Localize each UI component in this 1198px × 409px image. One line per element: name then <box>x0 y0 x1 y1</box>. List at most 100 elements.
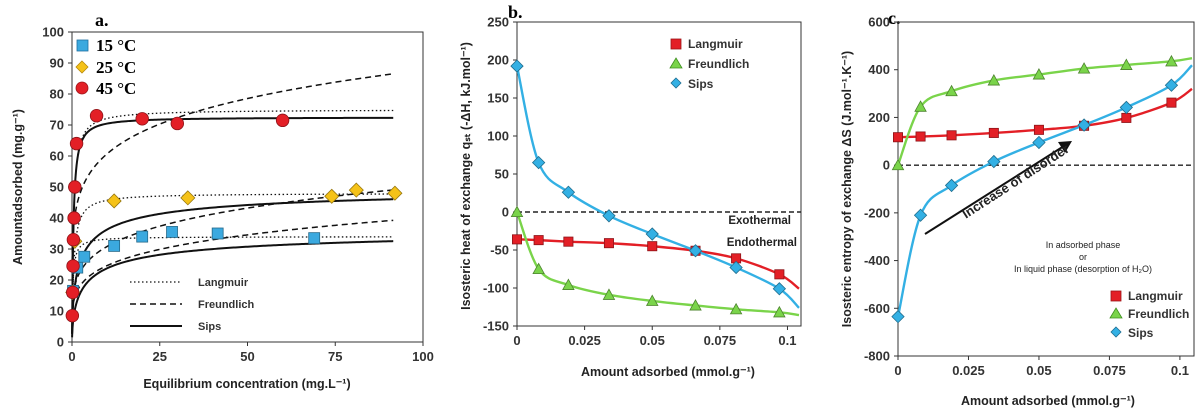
panel-a-point-series-0 <box>211 227 224 240</box>
panel-a-label: a. <box>95 10 109 30</box>
panel-b-y-tick-label: 100 <box>487 129 509 144</box>
panel-b-point-langmuir <box>603 238 614 249</box>
panel-a-x-tick-label: 100 <box>412 349 434 364</box>
legend-label-langmuir: Langmuir <box>198 277 249 289</box>
panel-b-point-sips <box>645 227 659 241</box>
panel-a-x-tick-label: 0 <box>68 349 75 364</box>
panel-c-point-freundlich <box>1165 54 1178 67</box>
panel-b-point-freundlich <box>510 205 524 218</box>
panel-a-x-tick-label: 25 <box>153 349 167 364</box>
legend-b-marker-freundlich <box>669 57 683 69</box>
fit-sips-series-2 <box>71 116 394 334</box>
panel-b-point-freundlich <box>773 305 786 318</box>
panel-c-line-sips <box>896 64 1193 317</box>
annotation-adsorbed-phase: In adsorbed phase <box>1046 240 1121 250</box>
fit-sips-series-0 <box>71 240 394 338</box>
panel-b-point-sips <box>510 59 524 73</box>
panel-a-point-series-1 <box>180 190 196 206</box>
panel-b-point-langmuir <box>512 234 523 245</box>
legend-b-label-freundlich: Freundlich <box>688 57 749 71</box>
legend-marker-25c <box>75 60 89 74</box>
panel-a-y-tick-label: 30 <box>50 242 64 257</box>
chart-panel-c: c. 0 0.025 0.05 0.075 0.1 -800 -600 -400 -200 0 20… <box>840 8 1195 408</box>
panel-a-y-tick-label: 90 <box>50 56 64 71</box>
panel-c-point-sips <box>987 154 1001 169</box>
panel-b-point-freundlich <box>602 288 616 300</box>
panel-c-point-freundlich <box>1077 62 1091 74</box>
panel-a-point-series-2 <box>66 259 80 273</box>
panel-c-point-sips <box>1032 135 1046 150</box>
panel-a-y-tick-label: 70 <box>50 118 64 133</box>
fit-sips-series-1 <box>71 198 394 334</box>
panel-c-x-tick-label: 0.025 <box>952 363 985 378</box>
panel-b-point-langmuir <box>774 269 785 280</box>
exothermal-label: Exothermal <box>728 215 791 227</box>
panel-b-point-freundlich <box>729 302 743 315</box>
panel-a-y-tick-label: 80 <box>50 87 64 102</box>
panel-b-point-freundlich <box>562 278 575 290</box>
panel-c-y-axis-label: Isosteric entropy of exchange ΔS (J.mol⁻… <box>840 51 854 327</box>
panel-c-y-tick-label: -800 <box>864 349 890 364</box>
panel-a-point-series-2 <box>67 211 81 225</box>
panel-b-legend: Langmuir Freundlich Sips <box>669 37 749 91</box>
legend-c-marker-freundlich <box>1109 307 1123 319</box>
legend-c-label-freundlich: Freundlich <box>1128 307 1189 321</box>
panel-c-line-langmuir <box>897 87 1193 139</box>
panel-a-legend-lines: Langmuir Freundlich Sips <box>130 277 255 333</box>
panel-a-point-series-0 <box>166 226 178 238</box>
legend-marker-15c <box>76 39 89 52</box>
legend-c-marker-langmuir <box>1110 290 1122 302</box>
panel-a-point-series-1 <box>348 182 364 198</box>
panel-a-point-series-2 <box>65 308 80 323</box>
panel-a-y-tick-label: 60 <box>50 149 64 164</box>
panel-c-point-langmuir <box>1033 124 1044 135</box>
legend-b-marker-langmuir <box>670 38 682 50</box>
panel-b-y-tick-label: 50 <box>495 167 509 182</box>
panel-b-x-tick-label: 0.075 <box>704 333 737 348</box>
panel-b-label: b. <box>508 2 523 22</box>
panel-a-x-tick-label: 75 <box>328 349 342 364</box>
panel-c-point-langmuir <box>915 131 926 142</box>
panel-b-point-sips <box>729 260 743 275</box>
panel-b-y-tick-label: 250 <box>487 15 509 30</box>
panel-a-point-series-2 <box>68 180 82 194</box>
panel-a-y-tick-label: 40 <box>50 211 64 226</box>
panel-c-point-sips <box>913 208 928 222</box>
panel-b-y-tick-label: 200 <box>487 53 509 68</box>
panel-c-legend: Langmuir Freundlich Sips <box>1109 289 1189 340</box>
legend-marker-45c <box>75 81 89 95</box>
panel-c-point-langmuir <box>893 132 904 143</box>
panel-c-y-tick-label: -400 <box>864 253 890 268</box>
panel-c-point-sips <box>1077 118 1091 132</box>
panel-a-y-tick-label: 20 <box>50 273 64 288</box>
legend-label-25c: 25 °C <box>96 58 136 77</box>
annotation-or: or <box>1079 252 1087 262</box>
panel-b-y-axis-label: Isosteric heat of exchange qₛₜ (-ΔH, kJ.… <box>459 42 473 310</box>
panel-a-point-series-2 <box>69 136 84 151</box>
panel-c-x-tick-label: 0.1 <box>1171 363 1189 378</box>
panel-c-label: c. <box>888 8 901 28</box>
panel-a-x-tick-label: 50 <box>240 349 254 364</box>
legend-label-45c: 45 °C <box>96 79 136 98</box>
panel-c-point-freundlich <box>987 74 1001 86</box>
panel-a-y-axis-label: Amountadsorbed (mg.g⁻¹) <box>11 109 25 265</box>
panel-b-point-langmuir <box>563 236 574 247</box>
panel-b-point-freundlich <box>532 262 545 275</box>
panel-c-point-freundlich <box>891 158 905 171</box>
chart-panel-b: b. 0 0.025 0.05 0.075 0.1 -150 -100 -50 0 50 100 15… <box>459 2 802 379</box>
disorder-arrow <box>924 141 1072 235</box>
panel-a-point-series-0 <box>136 230 149 243</box>
panel-c-y-tick-label: -600 <box>864 301 890 316</box>
panel-a-point-series-2 <box>170 116 185 131</box>
panel-b-y-tick-label: 150 <box>487 91 509 106</box>
panel-b-x-tick-label: 0.025 <box>568 333 601 348</box>
fit-langmuir-series-1 <box>71 193 394 337</box>
fit-freundlich-series-1 <box>71 189 394 317</box>
disorder-arrow-head <box>1058 141 1072 153</box>
panel-b-x-tick-label: 0 <box>513 333 520 348</box>
panel-c-point-freundlich <box>1120 58 1133 70</box>
panel-b-point-langmuir <box>647 241 658 252</box>
disorder-arrow-shaft <box>924 145 1065 235</box>
panel-a-point-series-0 <box>108 239 121 252</box>
panel-a-point-series-2 <box>66 232 81 247</box>
